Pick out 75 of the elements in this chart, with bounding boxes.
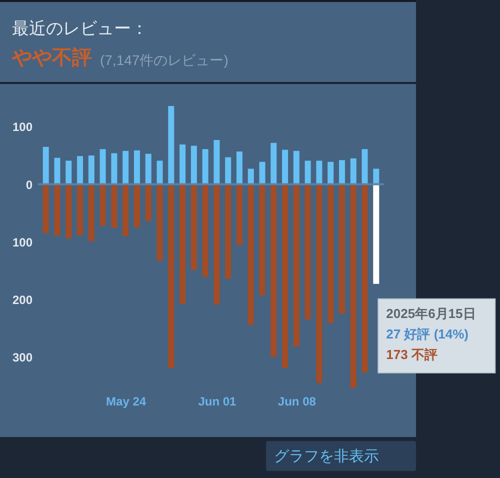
bar <box>156 160 163 184</box>
bar <box>304 160 311 184</box>
bar <box>100 184 106 226</box>
bar <box>66 160 72 184</box>
bar <box>282 184 288 368</box>
bar <box>350 158 356 184</box>
bar <box>214 184 220 305</box>
y-tick-label: 100 <box>12 120 33 134</box>
bar <box>362 149 368 184</box>
bar <box>156 184 163 261</box>
bar <box>202 149 208 184</box>
text: グラフを非表示 <box>274 448 379 465</box>
bar <box>202 184 208 277</box>
bar <box>362 184 368 372</box>
bar <box>373 168 380 184</box>
bar <box>259 162 266 184</box>
bar <box>145 184 152 222</box>
bar <box>134 184 140 228</box>
bar <box>54 184 60 236</box>
bar <box>42 146 49 184</box>
bar <box>145 154 152 184</box>
text: (7,147件のレビュー) <box>100 52 228 68</box>
bar <box>122 184 129 236</box>
bar <box>190 184 197 270</box>
x-tick-label: May 24 <box>106 394 146 408</box>
x-tick-label: Jun 01 <box>198 394 237 408</box>
bar <box>168 184 174 368</box>
bar <box>338 160 345 184</box>
bar <box>180 144 186 184</box>
bar <box>338 184 345 314</box>
bar <box>88 184 94 242</box>
bar <box>316 160 322 184</box>
bar <box>77 184 84 236</box>
bar <box>88 155 94 184</box>
x-tick-label: Jun 08 <box>278 394 316 408</box>
bar <box>304 184 311 320</box>
bar <box>111 184 118 228</box>
bar <box>214 140 220 184</box>
text: 2025年6月15日 <box>386 306 476 321</box>
bar <box>248 168 254 184</box>
bar <box>248 184 254 325</box>
bar <box>373 184 380 284</box>
bar <box>270 184 277 357</box>
bar <box>270 142 277 184</box>
bar <box>134 150 140 184</box>
bar <box>100 149 106 184</box>
bar <box>111 153 118 184</box>
y-tick-label: 200 <box>12 292 33 307</box>
text: 27 好評 (14%) <box>386 326 469 342</box>
bar <box>190 146 197 184</box>
y-tick-label: 300 <box>12 350 33 364</box>
bar <box>259 184 266 296</box>
chart-title: 最近のレビュー： <box>12 19 148 38</box>
bar <box>293 150 300 184</box>
bar <box>122 150 129 184</box>
bar <box>328 162 334 184</box>
bar <box>54 158 60 184</box>
bar <box>42 184 49 234</box>
chart-subtitle: やや不評 <box>11 46 92 69</box>
bar <box>66 184 72 238</box>
bar <box>316 184 322 383</box>
bar <box>168 106 174 184</box>
bar <box>77 156 84 184</box>
bar <box>225 157 232 184</box>
bar <box>236 151 242 184</box>
bar <box>180 184 186 304</box>
bar <box>350 184 356 388</box>
bar <box>225 184 232 279</box>
y-tick-label: 0 <box>26 178 33 192</box>
bar <box>293 184 300 347</box>
bar <box>328 184 334 323</box>
y-tick-label: 100 <box>12 235 33 250</box>
bar <box>282 150 288 184</box>
text: 173 不評 <box>386 346 438 362</box>
bar <box>236 184 242 246</box>
